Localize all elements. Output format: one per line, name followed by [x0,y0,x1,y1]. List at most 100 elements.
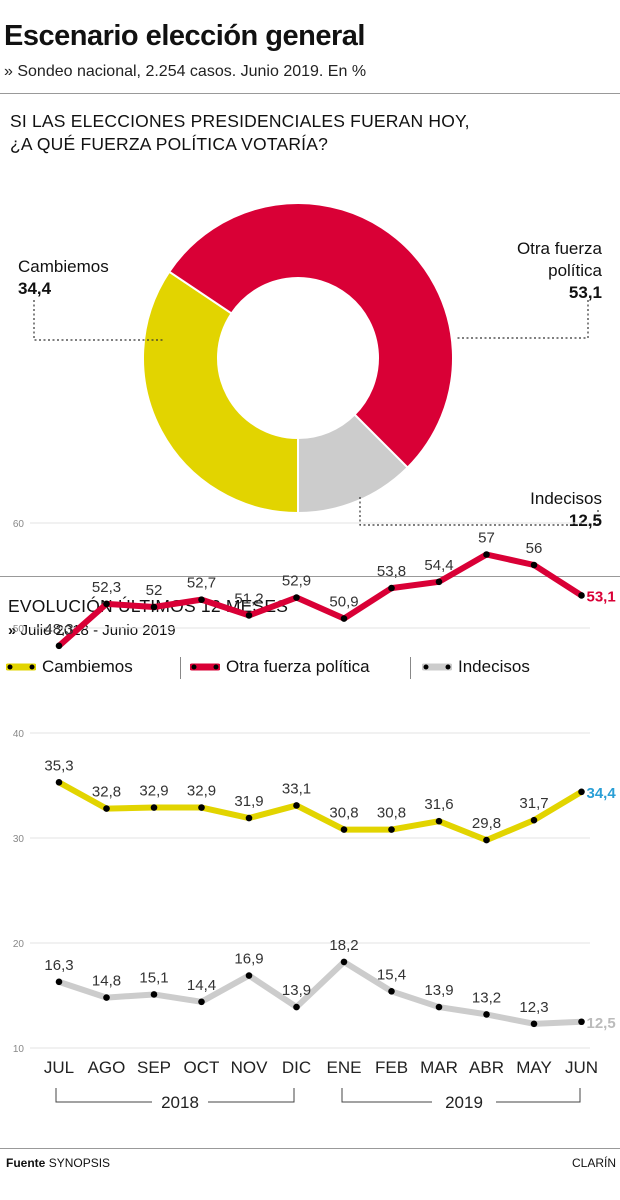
x-tick-label: NOV [231,1058,269,1077]
data-point-indecisos [55,978,63,986]
evolution-subtitle-text: Julio 2018 - Junio 2019 [20,622,176,639]
data-label-otra: 54,4 [424,557,453,574]
data-label-indecisos: 12,3 [519,999,548,1016]
data-point-otra [150,603,158,611]
data-label-otra: 53,1 [587,588,616,605]
data-point-indecisos [530,1020,538,1028]
data-point-otra [483,551,490,558]
data-label-cambiemos: 33,1 [282,780,311,797]
data-label-otra: 51,2 [234,590,263,607]
data-label-indecisos: 13,9 [424,982,453,999]
data-point-indecisos [435,1003,443,1011]
legend-separator [180,657,181,679]
x-tick-label: AGO [88,1058,126,1077]
data-point-indecisos [293,1003,300,1011]
y-tick-label: 40 [13,729,25,740]
x-tick-label: MAY [516,1058,552,1077]
data-label-indecisos: 13,2 [472,989,501,1006]
donut-value-indecisos: 12,5 [569,511,602,530]
series-line-cambiemos [56,779,585,844]
brand-label: CLARÍN [571,1156,616,1170]
data-point-cambiemos [530,816,538,824]
x-tick-label: ENE [327,1058,362,1077]
data-point-cambiemos [483,836,490,844]
data-label-indecisos: 15,4 [377,966,406,983]
data-point-indecisos [340,958,348,966]
data-label-cambiemos: 35,3 [44,757,73,774]
source-note: Fuente SYNOPSIS [6,1156,110,1170]
data-point-cambiemos [435,817,443,825]
donut-label-otra-line1: Otra fuerza [517,239,603,258]
data-point-cambiemos [103,805,110,812]
donut-label-otra-line2: política [548,261,602,280]
data-label-cambiemos: 30,8 [377,805,406,822]
evolution-subtitle-marker: » [8,622,17,639]
data-label-otra: 52,9 [282,573,311,590]
donut-question: SI LAS ELECCIONES PRESIDENCIALES FUERAN … [10,110,470,156]
legend-item-otra: Otra fuerza política [190,657,370,677]
data-point-otra [55,642,63,650]
data-label-otra: 56 [526,540,543,557]
data-point-indecisos [150,991,158,998]
data-point-otra [245,612,253,619]
legend-label-otra: Otra fuerza política [226,657,370,676]
data-point-cambiemos [578,788,585,796]
data-point-otra [578,592,585,599]
data-label-cambiemos: 31,7 [519,795,548,812]
year-bracket-2018 [55,1088,152,1103]
legend-item-cambiemos: Cambiemos [6,657,133,677]
leader-line-cambiemos [33,300,165,341]
legend-item-indecisos: Indecisos [422,657,530,677]
data-point-cambiemos [245,814,253,822]
series-line-indecisos [56,958,585,1027]
year-bracket-2019 [496,1088,581,1103]
donut-slice-cambiemos [142,270,299,515]
data-point-indecisos [198,998,205,1006]
evolution-subtitle: » Julio 2018 - Junio 2019 [8,622,176,639]
data-label-otra: 50,9 [329,594,358,611]
divider-middle [0,576,620,577]
divider-top [0,93,620,94]
data-label-cambiemos: 31,6 [424,796,453,813]
donut-question-line1: SI LAS ELECCIONES PRESIDENCIALES FUERAN … [10,111,470,131]
series-line-otra [56,551,585,649]
donut-value-otra: 53,1 [569,283,602,302]
data-point-cambiemos [340,826,348,833]
data-label-indecisos: 16,3 [44,957,73,974]
data-point-otra [435,578,443,586]
y-tick-label: 10 [13,1044,25,1055]
legend-swatch-otra [190,663,220,671]
y-tick-label: 60 [13,519,25,530]
data-point-otra [530,561,538,569]
data-point-otra [103,600,110,608]
data-label-cambiemos: 32,9 [187,783,216,800]
data-point-otra [388,584,395,592]
data-label-otra: 53,8 [377,563,406,580]
data-label-otra: 57 [478,530,495,547]
data-label-cambiemos: 30,8 [329,805,358,822]
data-point-otra [340,615,348,622]
data-point-otra [293,594,300,601]
divider-bottom [0,1148,620,1149]
data-label-indecisos: 13,9 [282,982,311,999]
donut-question-line2: ¿A QUÉ FUERZA POLÍTICA VOTARÍA? [10,134,329,154]
donut-slice-indecisos [297,413,410,515]
legend-label-cambiemos: Cambiemos [42,657,133,676]
year-bracket-2019 [341,1088,432,1103]
year-bracket-2018 [208,1088,295,1103]
year-label-2018: 2018 [161,1093,199,1112]
data-label-otra: 52,7 [187,575,216,592]
data-label-cambiemos: 32,8 [92,784,121,801]
data-point-otra [198,596,205,603]
data-label-indecisos: 12,5 [587,1015,616,1032]
data-point-cambiemos [293,802,300,809]
x-tick-label: MAR [420,1058,458,1077]
data-label-otra: 48,3 [44,621,73,638]
legend-label-indecisos: Indecisos [458,657,530,676]
data-label-cambiemos: 29,8 [472,815,501,832]
data-label-indecisos: 15,1 [139,969,168,986]
donut-label-indecisos: Indecisos [530,489,602,508]
x-tick-label: DIC [282,1058,311,1077]
data-point-indecisos [103,994,110,1001]
